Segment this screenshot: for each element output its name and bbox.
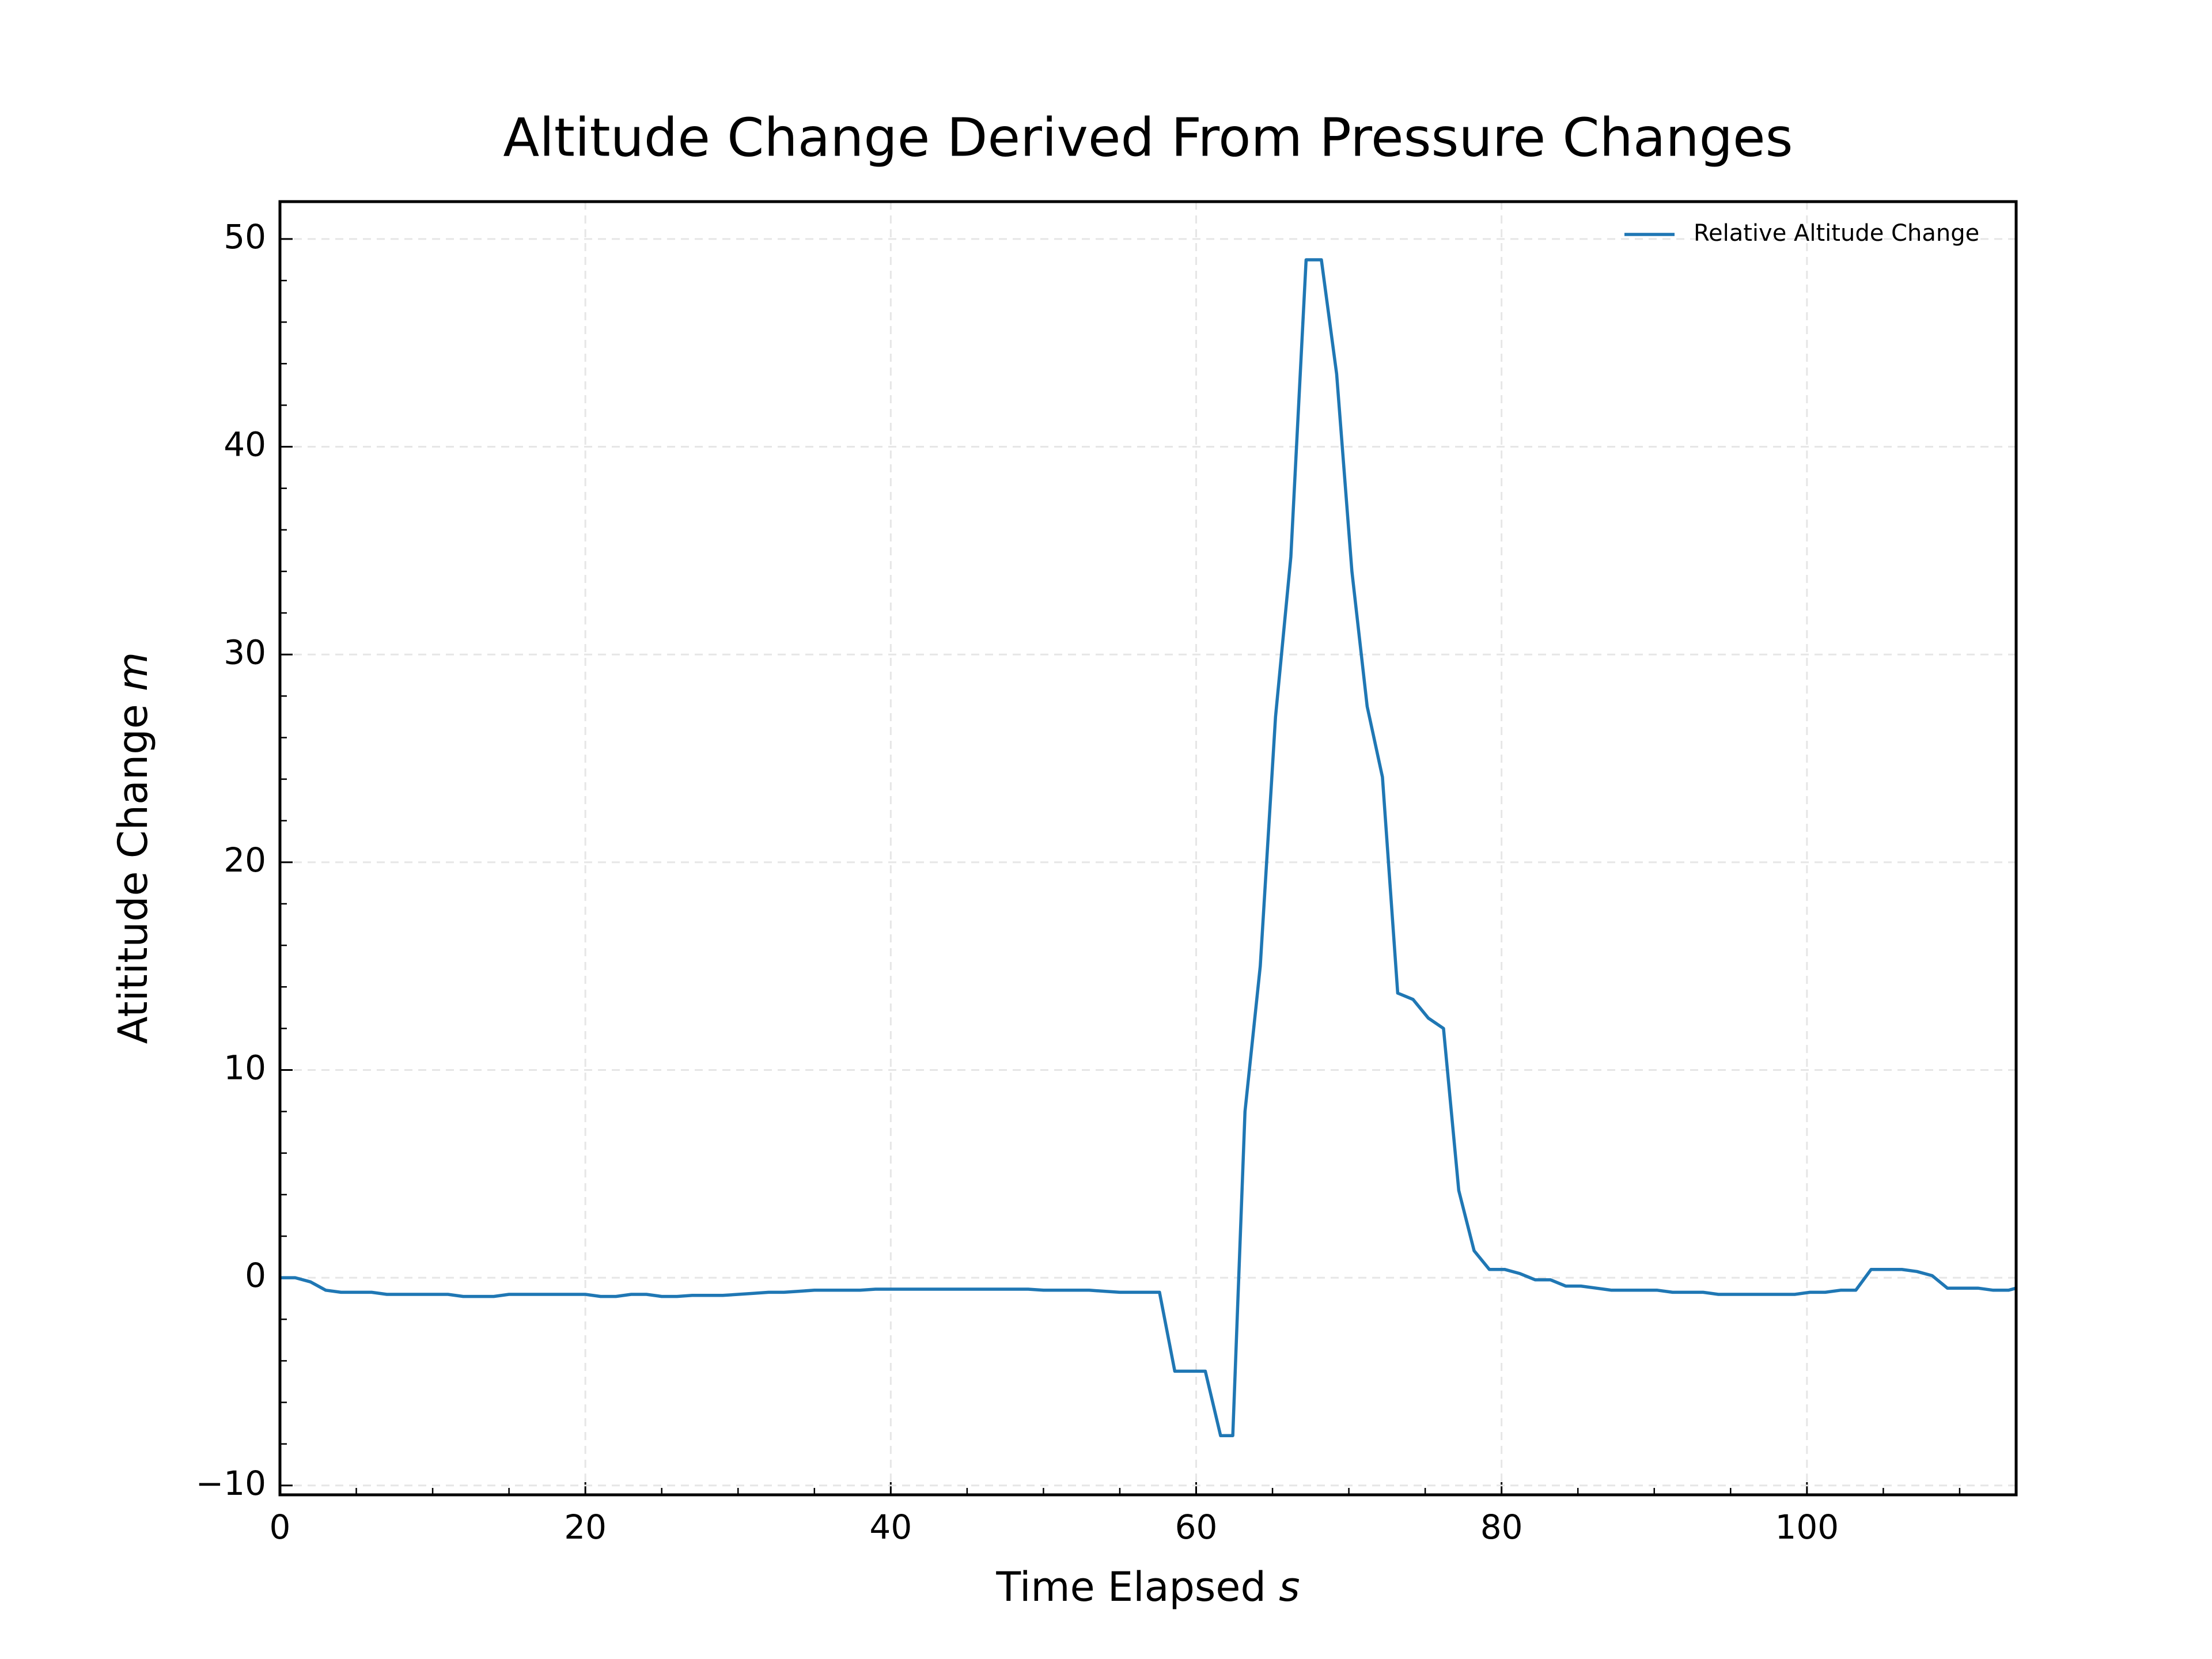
chart-title: Altitude Change Derived From Pressure Ch… [503, 107, 1793, 168]
legend-label: Relative Altitude Change [1694, 220, 1979, 247]
x-axis-label: Time Elapsed s [995, 1563, 1300, 1611]
x-tick-label: 20 [564, 1508, 607, 1547]
y-tick-label: 30 [224, 632, 266, 672]
y-label-unit: m [109, 652, 157, 691]
y-tick-label: 50 [224, 217, 266, 256]
plot-frame [278, 200, 2018, 1497]
x-tick-label: 0 [270, 1508, 291, 1547]
x-tick-label: 80 [1480, 1508, 1523, 1547]
x-label-unit: s [1279, 1563, 1300, 1611]
y-tick-label: 40 [224, 425, 266, 464]
data-line [280, 258, 2017, 1437]
y-tick-label: −10 [196, 1464, 266, 1503]
x-tick-label: 100 [1775, 1508, 1839, 1547]
y-label-text: Atititude Change [109, 704, 157, 1044]
y-tick-label: 0 [245, 1256, 266, 1295]
y-tick-label: 20 [224, 840, 266, 880]
x-label-text: Time Elapsed [995, 1563, 1266, 1611]
x-tick-label: 40 [869, 1508, 912, 1547]
x-tick-label: 60 [1175, 1508, 1218, 1547]
y-axis-label: Atititude Change m [109, 652, 157, 1044]
y-tick-label: 10 [224, 1048, 266, 1088]
